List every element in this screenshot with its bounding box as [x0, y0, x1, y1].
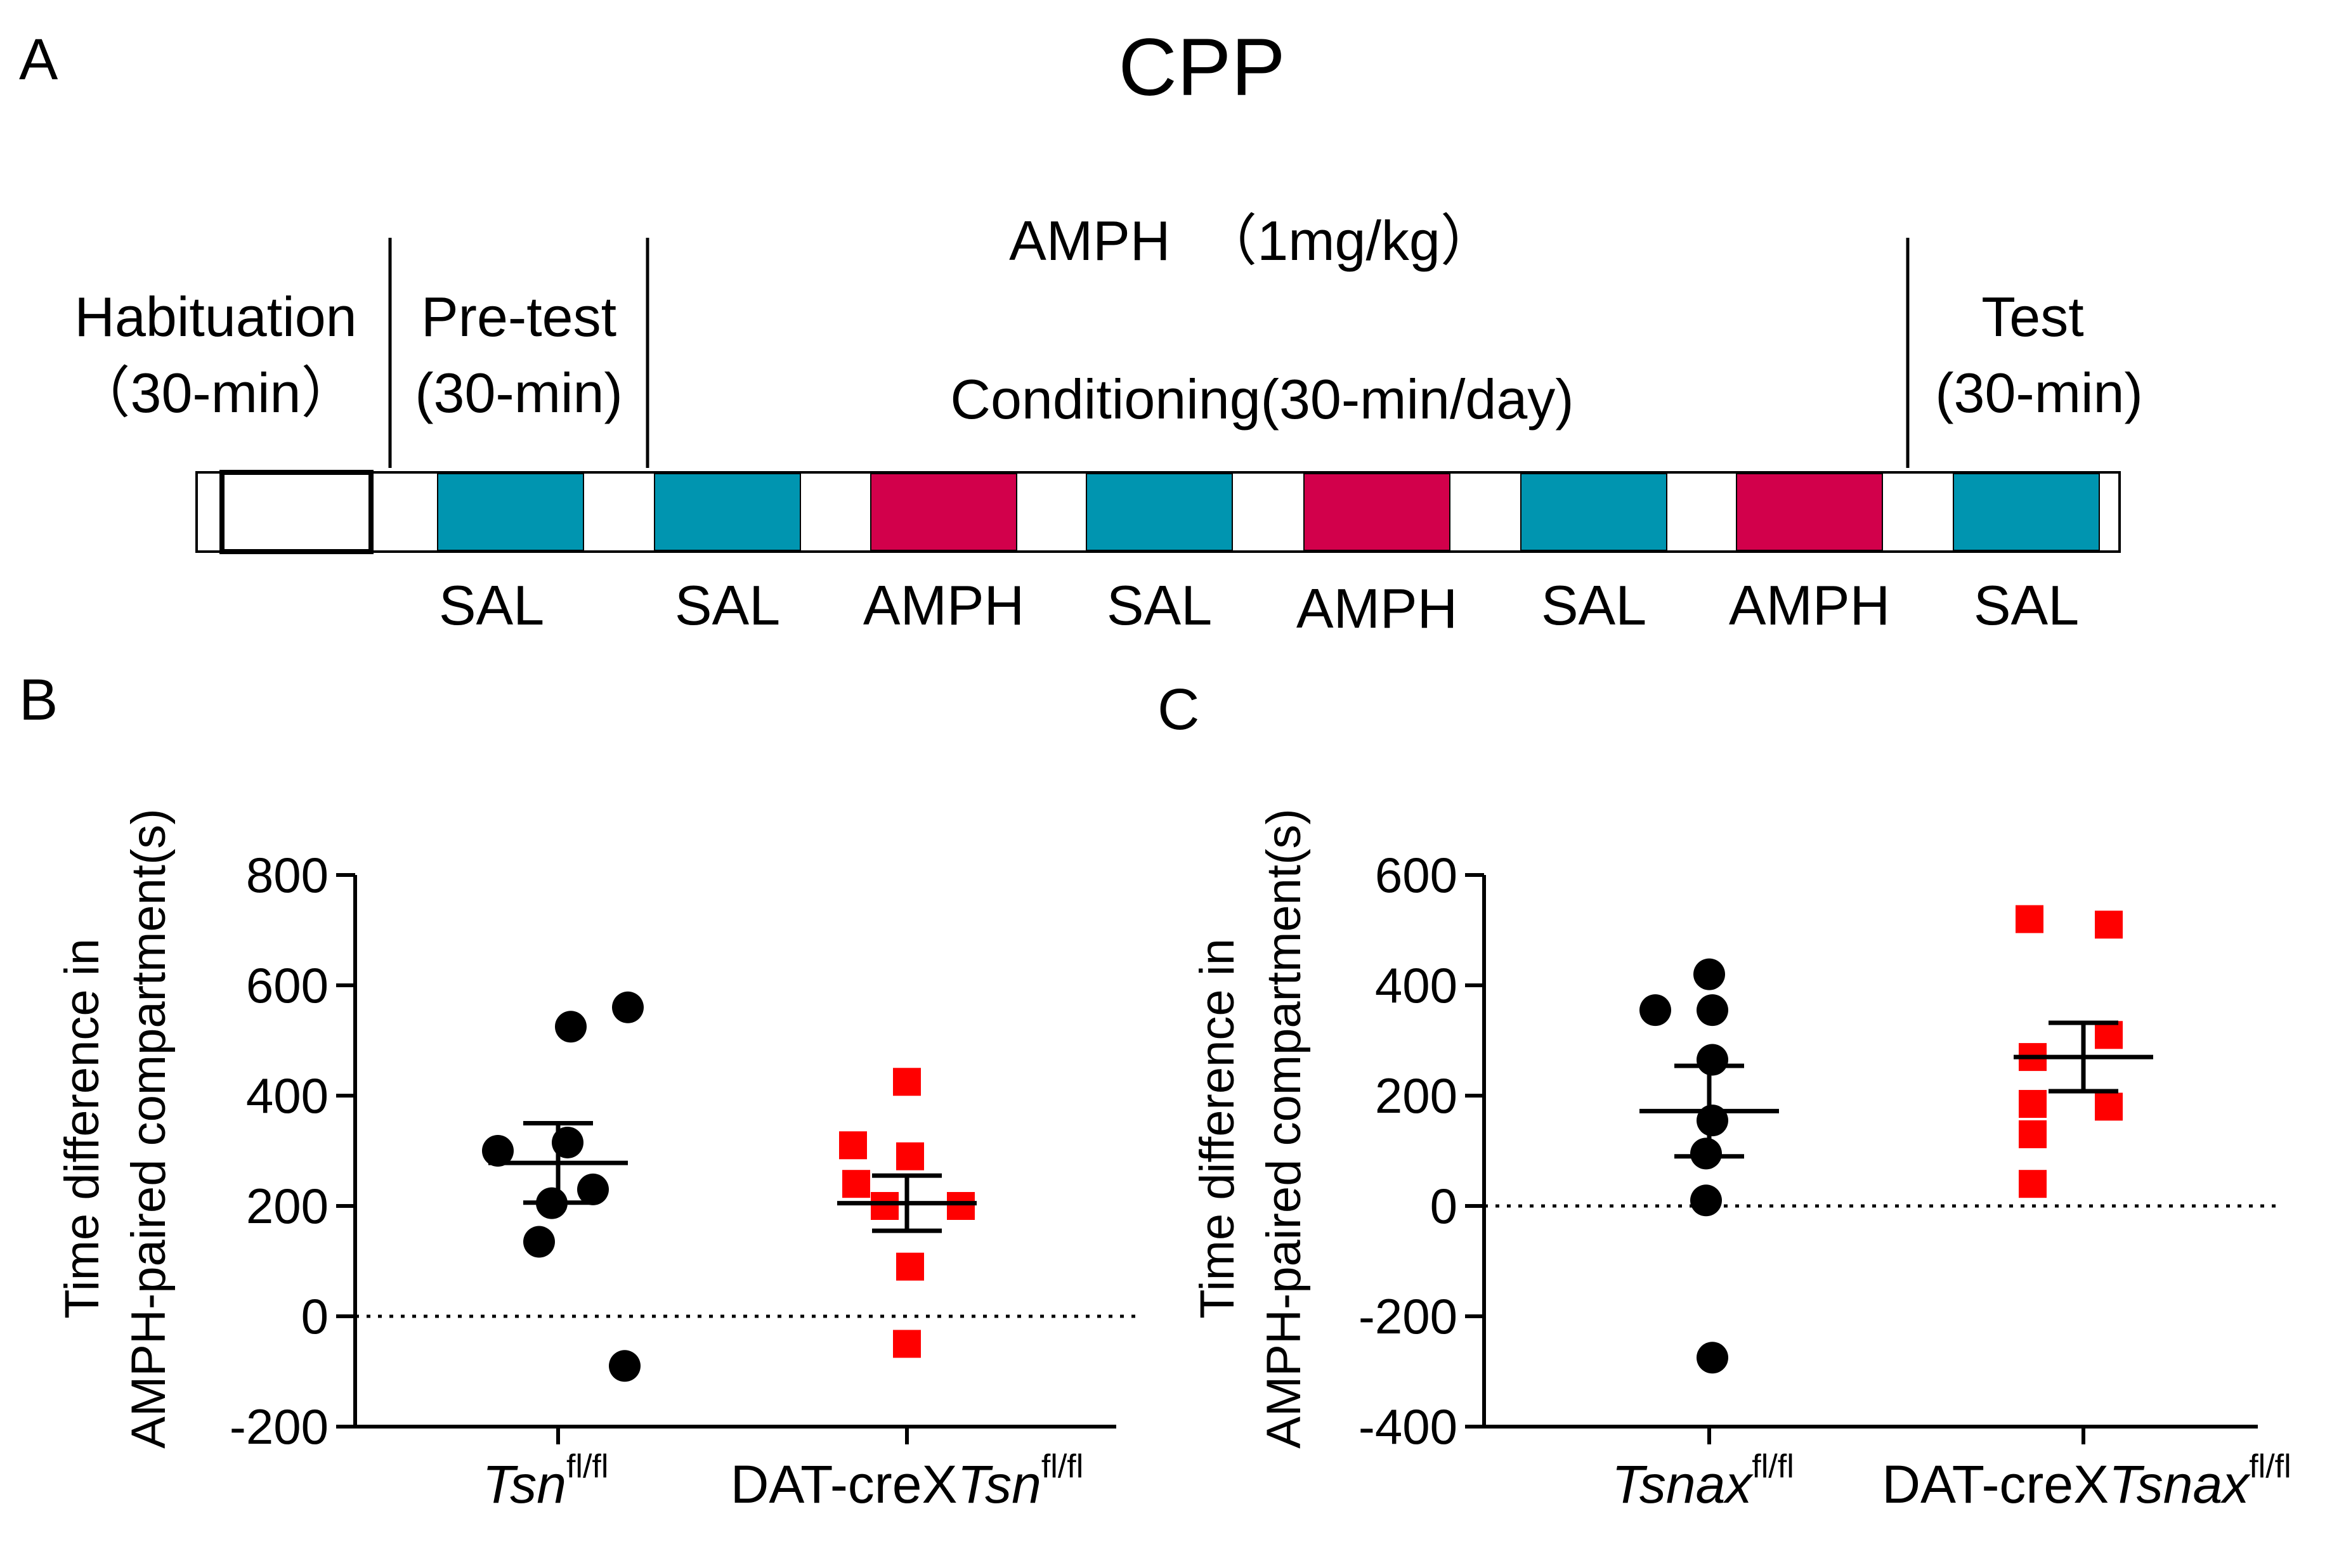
data-point — [947, 1192, 975, 1220]
block-label: SAL — [1974, 574, 2079, 637]
data-point — [2095, 910, 2123, 939]
x-tick-label: Tsnfl/fl — [483, 1448, 609, 1514]
x-tick-label: DAT-creXTsnfl/fl — [731, 1448, 1084, 1514]
data-point — [2016, 905, 2043, 933]
data-point — [1690, 1137, 1722, 1170]
phase-pretest-label: Pre-test — [421, 285, 616, 348]
phase-pretest-duration: (30-min) — [415, 361, 623, 424]
y-axis-label: AMPH-paired compartment(s) — [122, 808, 176, 1448]
data-point — [839, 1131, 867, 1160]
block-label: AMPH — [1296, 577, 1457, 640]
data-point — [1690, 1184, 1722, 1217]
y-axis-label: Time difference in — [55, 938, 109, 1319]
habituation-block — [219, 470, 374, 554]
amph-dose-header: AMPH （1mg/kg） — [1009, 209, 1496, 272]
panel-a-title: CPP — [1118, 22, 1285, 113]
phase-test-label: Test — [1981, 285, 2083, 348]
block-sal — [1953, 473, 2100, 551]
data-point — [612, 991, 644, 1023]
data-point — [555, 1011, 587, 1043]
y-tick-label: 400 — [246, 1068, 329, 1124]
phase-habituation-label: Habituation — [74, 285, 356, 348]
data-point — [523, 1226, 555, 1258]
panel-a: A CPP AMPH （1mg/kg） Habituation （30-min）… — [19, 22, 2143, 640]
data-point — [842, 1170, 870, 1198]
y-tick-label: -200 — [230, 1399, 329, 1455]
chart-c: -400 -200 0 200 400 600 Time difference in AMPH… — [1190, 808, 2291, 1514]
data-point — [1697, 1342, 1728, 1374]
block-label: AMPH — [1729, 574, 1890, 637]
block-sal — [654, 473, 801, 551]
data-point — [1693, 958, 1725, 990]
y-tick-label: -200 — [1358, 1288, 1457, 1344]
y-tick-label: 200 — [1375, 1068, 1457, 1124]
block-amph — [1303, 473, 1450, 551]
panel-c-letter: C — [1157, 677, 1199, 742]
data-point — [871, 1192, 899, 1220]
phase-habituation-duration: （30-min） — [75, 361, 357, 424]
data-point — [2019, 1120, 2047, 1148]
y-tick-label: 200 — [246, 1178, 329, 1234]
y-axis-label: Time difference in — [1190, 938, 1244, 1319]
chart-b: -200 0 200 400 600 800 Time difference in AMPH-… — [55, 808, 1135, 1514]
x-tick-label: Tsnaxfl/fl — [1612, 1448, 1794, 1514]
data-point — [2019, 1090, 2047, 1118]
data-point — [1639, 994, 1671, 1027]
data-point — [893, 1330, 921, 1358]
data-point — [1697, 1044, 1728, 1076]
y-tick-label: 0 — [301, 1288, 329, 1344]
data-point — [482, 1135, 514, 1167]
block-label: SAL — [439, 574, 544, 637]
treatment-blocks: SAL SAL AMPH SAL AMPH SAL AMPH SAL — [437, 473, 2100, 640]
data-point — [2095, 1021, 2123, 1049]
data-point — [1697, 994, 1728, 1027]
data-point — [896, 1252, 924, 1281]
y-tick-label: 0 — [1430, 1178, 1457, 1234]
block-label: SAL — [1107, 574, 1212, 637]
block-label: SAL — [675, 574, 780, 637]
panel-a-letter: A — [19, 27, 58, 92]
data-point — [893, 1068, 921, 1096]
block-sal — [437, 473, 584, 551]
block-amph — [870, 473, 1017, 551]
y-tick-label: 600 — [1375, 847, 1457, 903]
x-tick-label: DAT-creXTsnaxfl/fl — [1882, 1448, 2291, 1514]
phase-conditioning-label: Conditioning(30-min/day) — [950, 368, 1573, 431]
block-label: SAL — [1541, 574, 1646, 637]
data-point — [2019, 1170, 2047, 1198]
y-tick-label: 400 — [1375, 957, 1457, 1013]
data-point — [577, 1173, 609, 1205]
panel-b-letter: B — [19, 668, 58, 732]
block-sal — [1086, 473, 1233, 551]
data-point — [896, 1142, 924, 1170]
block-amph — [1736, 473, 1883, 551]
y-tick-label: 800 — [246, 847, 329, 903]
data-point — [2095, 1092, 2123, 1121]
y-tick-label: 600 — [246, 957, 329, 1013]
block-sal — [1520, 473, 1667, 551]
data-point — [609, 1350, 641, 1382]
phase-test-duration: (30-min) — [1935, 361, 2143, 424]
y-tick-label: -400 — [1358, 1399, 1457, 1455]
block-label: AMPH — [863, 574, 1024, 637]
y-axis-label: AMPH-paired compartment(s) — [1257, 808, 1311, 1448]
